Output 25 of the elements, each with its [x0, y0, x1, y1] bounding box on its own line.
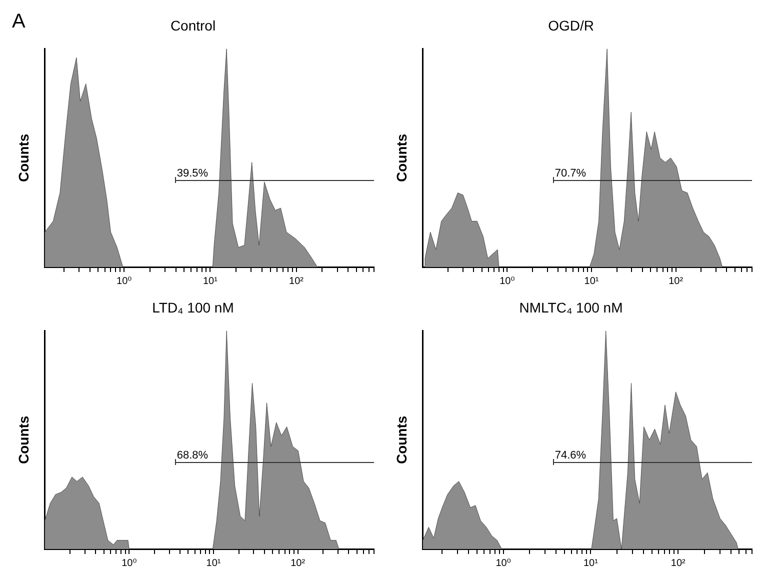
annotation: 70.7%: [554, 167, 586, 180]
annotation: 74.6%: [554, 449, 586, 462]
x-tick-label: 10²: [289, 276, 304, 287]
y-axis-title: Counts: [393, 134, 410, 182]
chart-title: LTD₄ 100 nM: [152, 299, 234, 316]
y-axis-title: Counts: [393, 416, 410, 464]
x-tick-label: 10²: [290, 558, 306, 569]
x-tick-label: 10⁰: [500, 276, 515, 287]
y-axis-title: Counts: [15, 134, 32, 182]
x-tick-label: 10¹: [584, 276, 600, 287]
x-tick-label: 10¹: [583, 558, 599, 569]
annotation: 68.8%: [176, 449, 208, 462]
x-tick-label: 10¹: [202, 276, 218, 287]
chart-title: Control: [170, 17, 216, 34]
x-tick-label: 10²: [668, 276, 684, 287]
text: A: [12, 10, 26, 33]
chart-title: NMLTC₄ 100 nM: [519, 299, 623, 316]
x-tick-label: 10¹: [206, 558, 222, 569]
x-tick-label: 10⁰: [116, 276, 132, 287]
y-axis-title: Counts: [15, 416, 32, 464]
chart-title: OGD/R: [548, 17, 594, 34]
x-tick-label: 10⁰: [496, 558, 511, 569]
x-tick-label: 10⁰: [122, 558, 137, 569]
x-tick-label: 10²: [670, 558, 686, 569]
annotation: 39.5%: [176, 167, 208, 180]
